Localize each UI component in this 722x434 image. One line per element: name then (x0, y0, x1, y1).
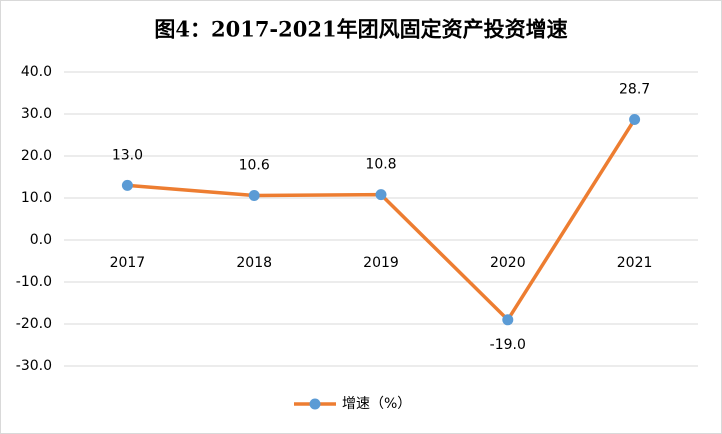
data-label: 10.8 (365, 157, 396, 173)
y-tick-label: -20.0 (16, 316, 52, 332)
legend-label: 增速（%） (342, 396, 411, 412)
point-marker (248, 189, 260, 201)
y-tick-label: -30.0 (16, 358, 52, 374)
point-marker (629, 113, 641, 125)
y-tick-label: -10.0 (16, 274, 52, 290)
x-tick-label: 2017 (110, 255, 146, 271)
point-marker (502, 314, 514, 326)
x-tick-label: 2021 (617, 255, 653, 271)
point-marker (375, 189, 387, 201)
x-tick-label: 2019 (363, 255, 399, 271)
chart-title: 图4：2017-2021年团风固定资产投资增速 (154, 17, 567, 42)
legend-marker (309, 398, 321, 410)
x-tick-label: 2020 (490, 255, 526, 271)
y-tick-label: 40.0 (21, 64, 52, 80)
data-label: 28.7 (619, 81, 650, 97)
y-tick-label: 20.0 (21, 148, 52, 164)
x-tick-label: 2018 (236, 255, 272, 271)
data-label: 13.0 (112, 147, 143, 163)
data-label: -19.0 (490, 337, 526, 353)
y-tick-label: 30.0 (21, 106, 52, 122)
y-tick-label: 10.0 (21, 190, 52, 206)
data-label: 10.6 (239, 157, 270, 173)
point-marker (121, 179, 133, 191)
y-tick-label: 0.0 (30, 232, 52, 248)
